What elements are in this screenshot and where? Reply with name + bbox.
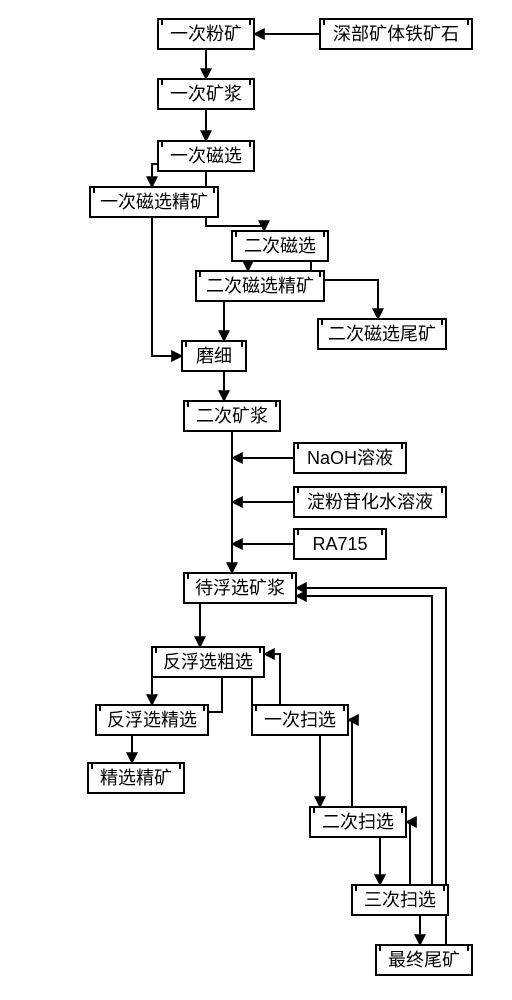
node-label: 最终尾矿 <box>388 950 460 970</box>
flowchart-edge <box>264 654 280 708</box>
flowchart-node-n_kj2: 二次矿浆 <box>184 401 280 431</box>
flowchart-node-n_fk1: 一次粉矿 <box>158 19 254 49</box>
flowchart-node-n_dfx: 待浮选矿浆 <box>184 573 296 603</box>
node-label: 三次扫选 <box>364 890 436 910</box>
flowchart-node-n_jxjk: 精选精矿 <box>88 763 184 793</box>
flowchart-node-n_ra: RA715 <box>294 529 386 559</box>
flowchart-node-n_cx2: 二次磁选 <box>232 231 328 261</box>
node-label: 二次矿浆 <box>196 406 268 426</box>
node-label: 一次磁选精矿 <box>100 192 208 212</box>
flowchart-node-n_cx1: 一次磁选 <box>158 141 254 171</box>
node-label: 待浮选矿浆 <box>195 578 285 598</box>
flowchart-node-n_mx: 磨细 <box>182 341 246 371</box>
node-label: NaOH溶液 <box>307 448 393 468</box>
flowchart-node-n_ffcx: 反浮选粗选 <box>152 647 264 677</box>
flowchart-node-n_cxjk2: 二次磁选精矿 <box>196 271 324 301</box>
node-label: 一次矿浆 <box>170 84 242 104</box>
node-label: RA715 <box>312 534 367 554</box>
node-label: 磨细 <box>196 346 232 366</box>
node-label: 二次磁选精矿 <box>206 276 314 296</box>
flowchart-node-n_cxjk1: 一次磁选精矿 <box>90 187 218 217</box>
node-label: 一次粉矿 <box>170 24 242 44</box>
node-label: 二次磁选 <box>244 236 316 256</box>
flowchart-node-n_kj1: 一次矿浆 <box>158 79 254 109</box>
flowchart-node-n_zwk: 最终尾矿 <box>376 945 472 975</box>
flowchart-node-n_sx3: 三次扫选 <box>352 885 448 915</box>
node-label: 淀粉苷化水溶液 <box>307 492 433 512</box>
node-label: 二次扫选 <box>322 812 394 832</box>
node-label: 反浮选粗选 <box>163 652 253 672</box>
node-label: 反浮选精选 <box>107 710 197 730</box>
flowchart-edge <box>296 596 432 886</box>
flowchart-node-n_ffjx: 反浮选精选 <box>96 705 208 735</box>
flowchart-node-n_sx2: 二次扫选 <box>310 807 406 837</box>
node-label: 深部矿体铁矿石 <box>333 24 459 44</box>
node-label: 一次磁选 <box>170 146 242 166</box>
flowchart-node-n_naoh: NaOH溶液 <box>294 443 406 473</box>
flowchart-edge <box>152 217 182 356</box>
flowchart-node-n_cxwk2: 二次磁选尾矿 <box>318 319 446 349</box>
node-label: 一次扫选 <box>264 710 336 730</box>
flowchart-node-n_df: 淀粉苷化水溶液 <box>294 487 446 517</box>
flowchart-node-n_deep: 深部矿体铁矿石 <box>320 19 472 49</box>
node-label: 精选精矿 <box>100 768 172 788</box>
flowchart-node-n_sx1: 一次扫选 <box>252 705 348 735</box>
node-label: 二次磁选尾矿 <box>328 324 436 344</box>
